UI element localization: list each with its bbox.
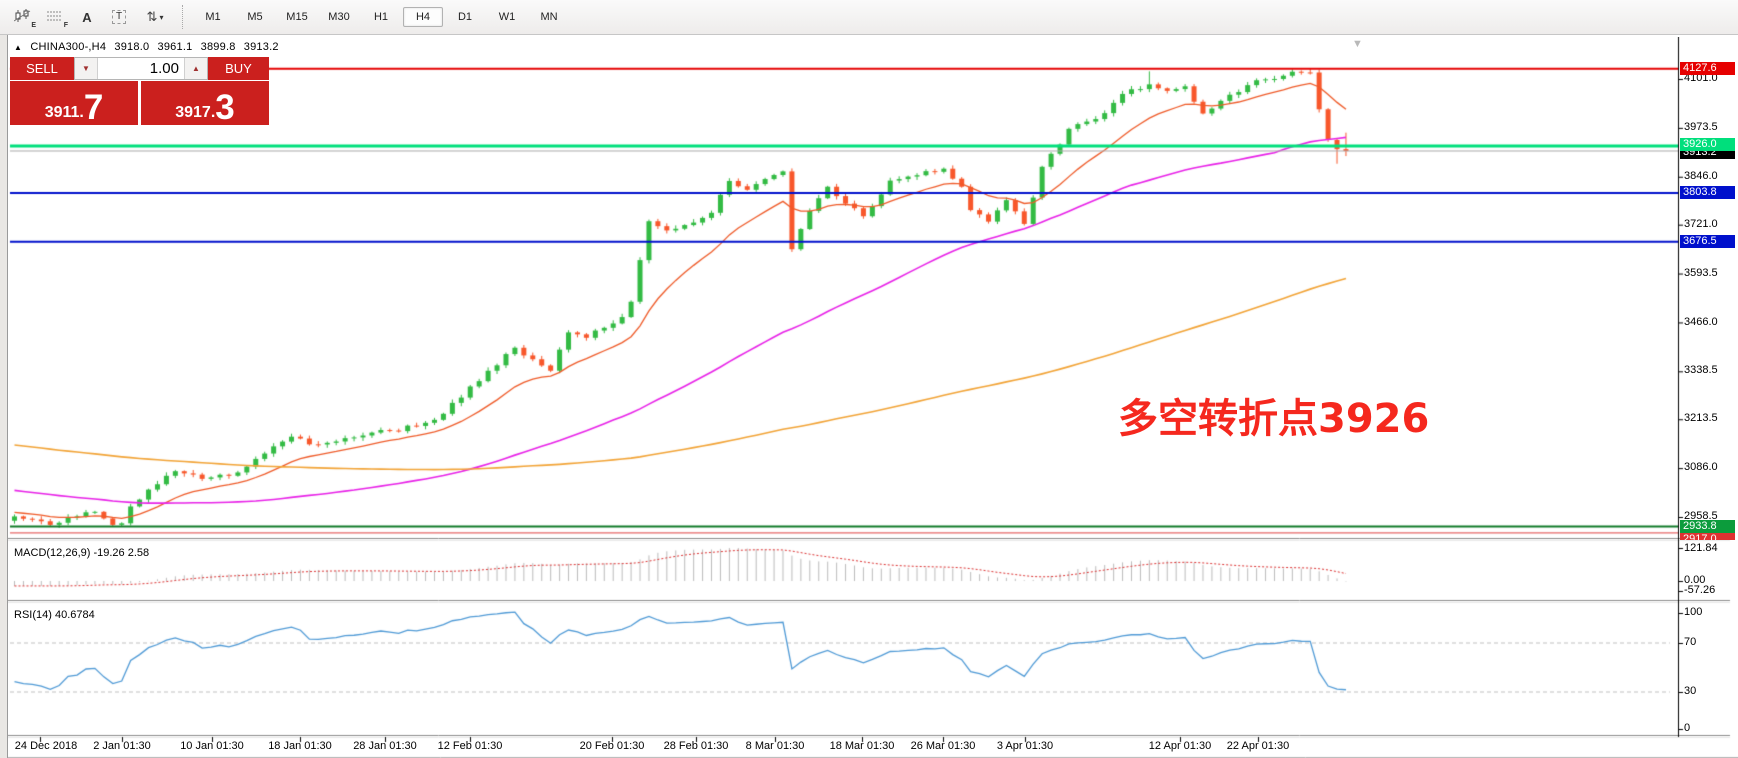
tf-h4[interactable]: H4 <box>403 7 443 27</box>
chart-annotation: 多空转折点3926 <box>1118 396 1430 442</box>
tf-m30[interactable]: M30 <box>328 11 350 23</box>
resistance-price-badge: 4127.6 <box>1680 62 1735 75</box>
chart-style-icon[interactable]: E <box>8 4 38 30</box>
timeline-label[interactable]: 18 Mar 01:30 <box>829 740 895 752</box>
price-tick: 3846.0 <box>1684 170 1718 182</box>
ohlc-low: 3899.8 <box>200 41 236 53</box>
sell-price-quote[interactable]: 3911. 7 <box>10 81 138 125</box>
chart-shift-marker-icon: ▼ <box>1352 38 1363 50</box>
timeline-label[interactable]: 12 Apr 01:30 <box>1148 740 1212 752</box>
one-click-trade-panel: SELL ▼ ▲ BUY 3911.7 3917.3 <box>10 57 269 125</box>
tf-mn[interactable]: MN <box>540 11 558 23</box>
volume-decrease-icon[interactable]: ▼ <box>75 58 98 79</box>
chart-header: ▲ CHINA300-,H4 3918.0 3961.1 3899.8 3913… <box>14 41 284 53</box>
dropdown-caret-icon: ▾ <box>159 12 164 22</box>
macd-axis-max: 121.84 <box>1684 542 1718 554</box>
timeline-label[interactable]: 18 Jan 01:30 <box>268 740 332 752</box>
support1-price-badge: 3803.8 <box>1680 186 1735 199</box>
rsi-axis-100: 100 <box>1684 606 1703 618</box>
sell-price-main: 3911. <box>44 104 84 121</box>
macd-axis-min: -57.26 <box>1684 584 1716 596</box>
timeline-label[interactable]: 2 Jan 01:30 <box>93 740 151 752</box>
volume-spinner: ▼ ▲ <box>74 57 208 80</box>
buy-price-quote[interactable]: 3917. 3 <box>141 81 269 125</box>
ohlc-open: 3918.0 <box>114 41 150 53</box>
pivot-price-badge: 3926.0 <box>1680 138 1735 151</box>
buy-button[interactable]: BUY <box>208 57 269 80</box>
symbol-title: CHINA300-,H4 <box>30 41 107 53</box>
ohlc-close: 3913.2 <box>243 41 279 53</box>
collapse-panel-icon[interactable]: ▲ <box>14 43 23 52</box>
rsi-axis-30: 30 <box>1684 685 1697 697</box>
tf-m5[interactable]: M5 <box>247 11 263 23</box>
chart-canvas[interactable] <box>8 37 1738 758</box>
ohlc-high: 3961.1 <box>157 41 193 53</box>
tf-d1[interactable]: D1 <box>457 11 473 23</box>
timeline-label[interactable]: 28 Jan 01:30 <box>353 740 417 752</box>
text-box-icon[interactable]: T <box>104 4 134 30</box>
window-left-edge <box>0 35 8 758</box>
rsi-label: RSI(14) 40.6784 <box>14 609 95 621</box>
grid-icon[interactable]: F <box>40 4 70 30</box>
rsi-axis-70: 70 <box>1684 636 1697 648</box>
tf-w1[interactable]: W1 <box>498 11 516 23</box>
low-level2-badge: 2917.0 <box>1680 533 1735 540</box>
toolbar: E F A T ⇅ ▾ M1 M5 M15 M30 H1 H4 D1 W1 MN <box>0 0 1738 35</box>
grid-glyph <box>47 11 62 21</box>
icon-sub-e: E <box>31 22 36 29</box>
price-tick: 3973.5 <box>1684 121 1718 133</box>
timeline-label[interactable]: 24 Dec 2018 <box>14 740 78 752</box>
timeline-label[interactable]: 3 Apr 01:30 <box>996 740 1054 752</box>
buy-price-main: 3917. <box>175 104 216 121</box>
timeline-label[interactable]: 20 Feb 01:30 <box>579 740 645 752</box>
price-tick: 3086.0 <box>1684 461 1718 473</box>
price-tick: 3721.0 <box>1684 218 1718 230</box>
price-tick: 3593.5 <box>1684 267 1718 279</box>
icon-sub-f: F <box>63 22 68 29</box>
price-tick: 3338.5 <box>1684 364 1718 376</box>
volume-increase-icon[interactable]: ▲ <box>184 58 207 79</box>
price-tick: 2958.5 <box>1684 510 1718 522</box>
timeline-label[interactable]: 8 Mar 01:30 <box>745 740 805 752</box>
timeline-label[interactable]: 28 Feb 01:30 <box>663 740 729 752</box>
sell-button[interactable]: SELL <box>10 57 74 80</box>
text-label-icon[interactable]: A <box>82 9 92 25</box>
candlestick-glyph <box>14 9 31 22</box>
arrange-icon[interactable]: ⇅ ▾ <box>146 9 164 24</box>
support2-price-badge: 3676.5 <box>1680 235 1735 248</box>
macd-axis-zero: 0.00 <box>1684 574 1706 586</box>
sell-price-pip: 7 <box>83 88 104 127</box>
tf-m1[interactable]: M1 <box>205 11 221 23</box>
toolbar-separator <box>182 5 184 29</box>
timeline-label[interactable]: 12 Feb 01:30 <box>437 740 503 752</box>
timeline-label[interactable]: 26 Mar 01:30 <box>910 740 976 752</box>
timeline-label[interactable]: 10 Jan 01:30 <box>180 740 244 752</box>
macd-label: MACD(12,26,9) -19.26 2.58 <box>14 547 150 559</box>
price-tick: 3213.5 <box>1684 412 1718 424</box>
price-tick: 4101.0 <box>1684 72 1718 84</box>
volume-input[interactable] <box>98 58 184 79</box>
tf-m15[interactable]: M15 <box>286 11 308 23</box>
low-level-badge: 2933.8 <box>1680 520 1735 533</box>
tf-h1[interactable]: H1 <box>373 11 389 23</box>
timeline-label[interactable]: 22 Apr 01:30 <box>1226 740 1290 752</box>
price-tick: 3466.0 <box>1684 316 1718 328</box>
rsi-axis-0: 0 <box>1684 722 1691 734</box>
buy-price-pip: 3 <box>215 88 235 127</box>
